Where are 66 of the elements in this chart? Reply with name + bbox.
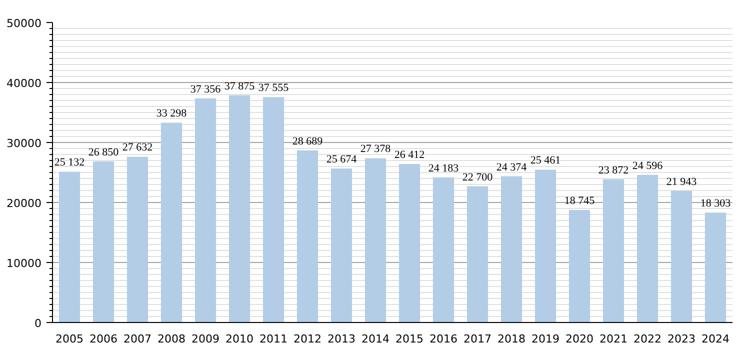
data-label: 27 632: [122, 142, 153, 154]
bar: [330, 168, 352, 322]
x-tick-label: 2018: [498, 332, 526, 346]
x-tick-label: 2008: [158, 332, 186, 346]
x-tick-label: 2024: [702, 332, 730, 346]
y-tick-label: 10000: [6, 257, 42, 270]
data-label: 24 374: [496, 161, 528, 174]
y-tick-label: 20000: [6, 197, 42, 210]
bar: [58, 172, 80, 322]
data-label: 37 356: [190, 83, 222, 96]
x-tick-label: 2019: [532, 332, 560, 346]
x-tick-label: 2023: [668, 332, 696, 346]
bar: [262, 97, 284, 322]
x-tick-label: 2006: [90, 332, 118, 346]
bar: [568, 210, 590, 322]
bar: [296, 150, 318, 322]
data-label: 37 875: [224, 80, 256, 92]
bar: [432, 177, 454, 322]
x-tick-label: 2016: [430, 332, 458, 346]
x-tick-label: 2012: [294, 332, 322, 346]
data-label: 25 132: [54, 156, 85, 169]
data-label: 25 674: [326, 153, 358, 166]
y-tick-label: 40000: [6, 77, 42, 90]
data-label: 33 298: [156, 108, 188, 120]
x-tick-label: 2011: [260, 332, 288, 346]
x-tick-label: 2022: [634, 332, 662, 346]
data-label: 25 461: [530, 154, 561, 167]
bar: [126, 156, 148, 322]
bar: [160, 122, 182, 322]
data-label: 23 872: [598, 164, 629, 176]
x-tick-label: 2020: [566, 332, 594, 346]
bar: [670, 190, 692, 322]
x-tick-label: 2021: [600, 332, 628, 346]
x-tick-label: 2005: [56, 332, 84, 346]
y-tick-label: 0: [34, 317, 42, 330]
y-tick-label: 50000: [6, 17, 42, 30]
bar: [500, 176, 522, 322]
data-label: 24 596: [632, 160, 664, 172]
data-label: 27 378: [360, 143, 392, 156]
x-tick-label: 2015: [396, 332, 424, 346]
bar: [534, 170, 556, 322]
data-label: 26 412: [394, 149, 425, 162]
x-tick-label: 2007: [124, 332, 152, 346]
x-tick-label: 2017: [464, 332, 492, 346]
bar: [228, 95, 250, 322]
x-tick-label: 2014: [362, 332, 390, 346]
bar: [364, 158, 386, 322]
bar: [602, 179, 624, 322]
data-label: 37 555: [258, 82, 290, 94]
data-label: 24 183: [428, 162, 460, 174]
bar: [466, 186, 488, 322]
y-tick-label: 30000: [6, 137, 42, 150]
bar: [636, 174, 658, 322]
data-label: 28 689: [292, 135, 324, 148]
bar: [704, 212, 726, 322]
data-label: 18 745: [564, 195, 596, 208]
x-tick-label: 2013: [328, 332, 356, 346]
x-tick-label: 2010: [226, 332, 254, 346]
data-label: 26 850: [88, 146, 120, 158]
bar: [194, 98, 216, 322]
data-label: 18 303: [700, 198, 732, 210]
data-label: 21 943: [666, 176, 698, 188]
bar: [92, 161, 114, 322]
bar: [398, 164, 420, 322]
x-tick-label: 2009: [192, 332, 220, 346]
data-label: 22 700: [462, 171, 494, 184]
